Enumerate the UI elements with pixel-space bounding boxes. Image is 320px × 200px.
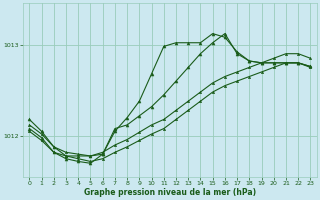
- X-axis label: Graphe pression niveau de la mer (hPa): Graphe pression niveau de la mer (hPa): [84, 188, 256, 197]
